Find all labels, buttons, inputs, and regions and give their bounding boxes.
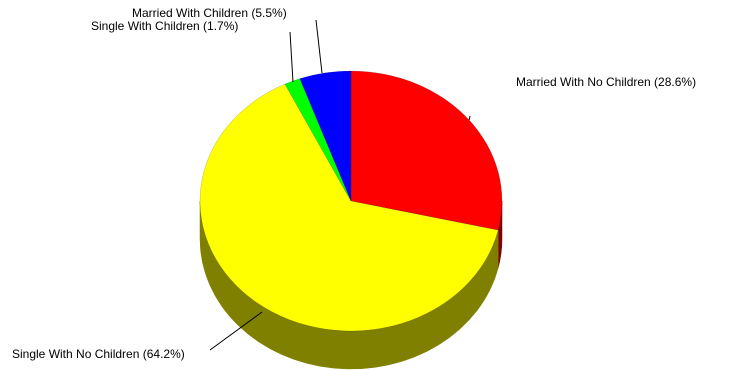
pie-slice-single-with-children	[284, 78, 352, 202]
slice-label-married-with-children: Married With Children (5.5%)	[132, 6, 287, 20]
leader-line-layer	[209, 19, 471, 351]
leader-line-married-with-children	[315, 19, 323, 74]
leader-line-single-with-no-children	[209, 311, 263, 351]
slice-label-single-with-no-children: Single With No Children (64.2%)	[12, 347, 185, 361]
pie-slice-single-with-no-children	[199, 83, 499, 332]
pie-top-layer	[199, 70, 503, 332]
leader-line-single-with-children	[289, 31, 294, 83]
label-layer: Married With No Children (28.6%) Single W…	[12, 6, 696, 361]
slice-label-married-with-no-children: Married With No Children (28.6%)	[516, 75, 696, 89]
pie-slice-married-with-children	[299, 70, 352, 202]
pie-slice-married-with-no-children	[350, 70, 503, 231]
leader-line-married-with-no-children	[468, 115, 471, 121]
slice-label-single-with-children: Single With Children (1.7%)	[91, 19, 238, 33]
